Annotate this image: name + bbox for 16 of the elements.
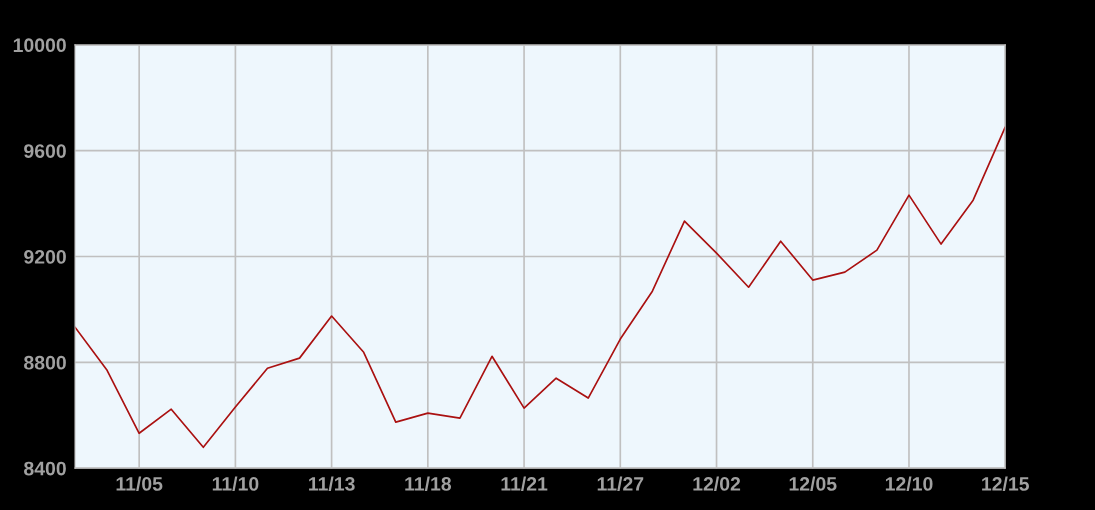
x-tick-label: 11/13 bbox=[309, 476, 355, 491]
x-tick-label: 11/10 bbox=[212, 476, 259, 491]
line-series bbox=[75, 126, 1006, 449]
x-tick-label: 12/10 bbox=[885, 476, 933, 491]
x-tick-label: 11/18 bbox=[405, 476, 452, 491]
x-tick-label: 11/27 bbox=[597, 476, 644, 491]
x-tick-label: 11/21 bbox=[501, 476, 548, 491]
y-tick-label: 10000 bbox=[13, 38, 66, 53]
y-tick-label: 9600 bbox=[24, 144, 66, 158]
x-tick-label: 12/15 bbox=[982, 476, 1029, 491]
y-tick-label: 8400 bbox=[24, 461, 66, 476]
y-tick-label: 8800 bbox=[24, 355, 66, 370]
y-tick-label: 9200 bbox=[24, 250, 66, 264]
x-tick-label: 11/05 bbox=[116, 476, 163, 491]
x-tick-label: 12/02 bbox=[693, 476, 741, 491]
x-tick-label: 12/05 bbox=[789, 476, 837, 491]
